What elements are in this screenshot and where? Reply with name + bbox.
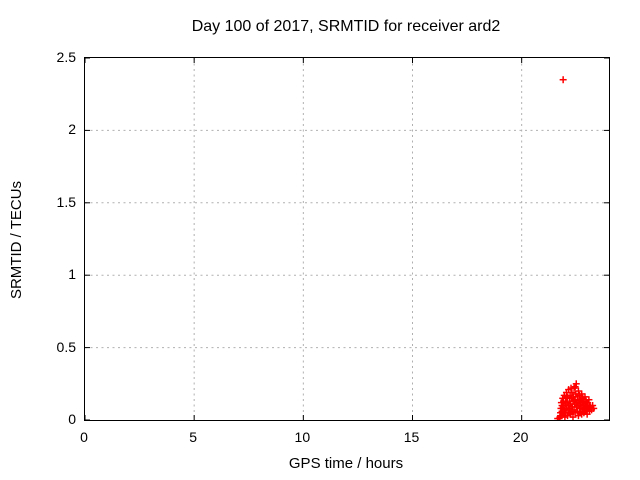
plot-area <box>84 57 610 421</box>
y-tick-label: 2 <box>68 121 76 138</box>
y-tick-label: 0.5 <box>56 338 76 355</box>
x-tick-label: 0 <box>80 429 88 445</box>
x-tick-label: 15 <box>403 429 420 445</box>
y-tick-label: 1.5 <box>56 193 76 210</box>
scatter-plot-svg <box>85 58 609 420</box>
y-tick-label: 2.5 <box>56 49 76 65</box>
y-tick-label: 0 <box>68 411 76 427</box>
x-axis-label: GPS time / hours <box>288 455 404 472</box>
gridlines <box>85 58 609 420</box>
axis-tick-marks <box>85 58 609 420</box>
x-tick-label: 10 <box>294 429 311 445</box>
x-tick-label: 5 <box>189 429 198 445</box>
y-tick-label: 1 <box>68 266 76 283</box>
x-tick-label: 20 <box>512 429 529 445</box>
y-axis-label: SRMTID / TECUs <box>8 180 25 300</box>
chart-title: Day 100 of 2017, SRMTID for receiver ard… <box>191 18 501 35</box>
data-points <box>554 76 598 420</box>
